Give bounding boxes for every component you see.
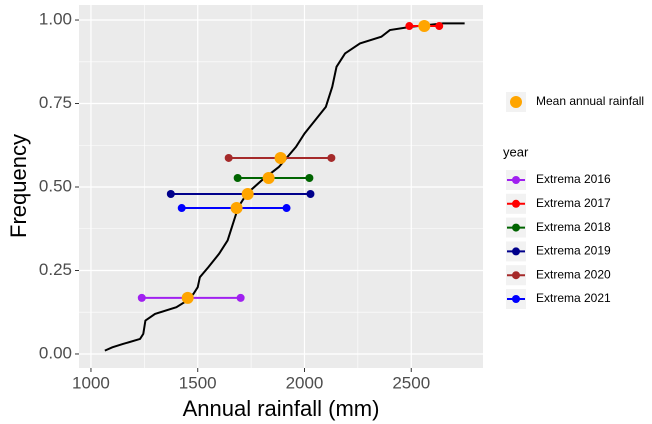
legend-label: Extrema 2016: [536, 172, 611, 186]
extrema-min: [137, 293, 146, 302]
x-tick-label: 2000: [286, 373, 324, 392]
extrema-min: [405, 22, 414, 31]
legend-marker: [512, 247, 520, 256]
legend-label: Extrema 2017: [536, 196, 611, 210]
mean-point: [181, 291, 194, 304]
mean-point: [274, 151, 287, 164]
legend-marker: [512, 295, 520, 303]
y-tick-label: 0.00: [39, 343, 72, 362]
legend-label: Extrema 2020: [536, 267, 611, 281]
extrema-max: [435, 22, 444, 31]
extrema-min: [233, 173, 242, 182]
extrema-max: [236, 293, 245, 302]
mean-point: [262, 171, 275, 184]
extrema-min: [177, 204, 186, 213]
x-tick-label: 2500: [392, 373, 430, 392]
extrema-max: [305, 173, 314, 182]
extrema-max: [306, 190, 315, 199]
extrema-max: [282, 204, 291, 213]
mean-point: [230, 202, 243, 215]
extrema-min: [224, 153, 233, 162]
mean-point: [418, 20, 431, 33]
legend-label: Extrema 2018: [536, 220, 611, 234]
x-tick-label: 1000: [72, 373, 110, 392]
extrema-min: [166, 190, 175, 199]
legend-label: Extrema 2021: [536, 291, 611, 305]
y-tick-label: 0.50: [39, 176, 72, 195]
legend-marker: [512, 176, 520, 184]
x-axis-title: Annual rainfall (mm): [183, 396, 380, 421]
legend-mean-marker: [510, 96, 522, 108]
legend-label: Mean annual rainfall: [536, 94, 644, 108]
legend-marker: [512, 223, 520, 232]
y-axis-title: Frequency: [6, 134, 31, 238]
mean-point: [241, 188, 254, 201]
legend-label: Extrema 2019: [536, 244, 611, 258]
legend-title: year: [503, 144, 529, 159]
legend-marker: [512, 271, 520, 280]
y-tick-label: 0.25: [39, 260, 72, 279]
x-tick-label: 1500: [179, 373, 217, 392]
legend-marker: [512, 199, 520, 208]
extrema-max: [327, 153, 336, 162]
y-tick-label: 1.00: [39, 10, 72, 29]
y-tick-label: 0.75: [39, 93, 72, 112]
